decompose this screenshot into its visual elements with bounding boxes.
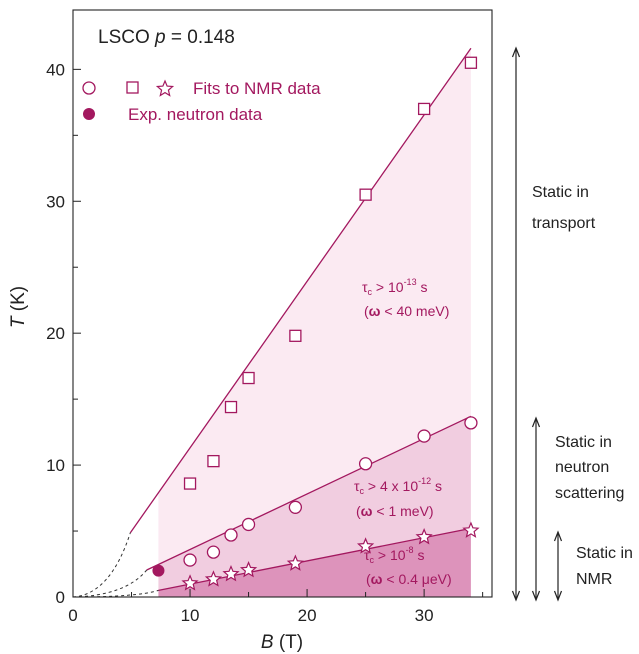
y-tick-label: 0 <box>56 588 65 607</box>
title-prefix: LSCO <box>98 27 155 48</box>
circle-marker <box>358 457 373 471</box>
square-marker <box>207 454 220 468</box>
square-marker <box>464 56 478 69</box>
legend-star-marker <box>155 79 175 97</box>
x-tick-label: 20 <box>298 606 317 625</box>
star-marker <box>462 521 480 538</box>
square-marker <box>289 329 302 342</box>
extrapolation-squares <box>72 532 131 598</box>
circle-marker <box>224 528 238 542</box>
data-points <box>152 56 480 591</box>
circle-marker <box>288 500 303 514</box>
region-label-nmr: Static in NMR <box>576 545 637 588</box>
square-marker <box>224 400 238 414</box>
circle-marker <box>183 553 197 567</box>
arrow-neutron <box>531 416 541 602</box>
annotation-tau-mid: τc > 4 x 10-12 s <box>354 476 442 496</box>
fit-line-circles <box>146 415 472 571</box>
circle-marker <box>241 517 256 532</box>
band-annotations: τc > 10-13 s (ω < 40 meV) τc > 4 x 10-12… <box>354 277 452 587</box>
fit-line-squares <box>129 47 472 534</box>
region-labels: Static in transport Static in neutron sc… <box>532 184 637 588</box>
star-marker <box>286 554 304 571</box>
star-marker <box>415 528 433 545</box>
band-neutron <box>158 416 471 591</box>
star-marker <box>181 574 199 591</box>
region-label-transport: Static in transport <box>532 184 596 232</box>
star-marker <box>222 564 240 582</box>
arrow-transport <box>511 46 521 602</box>
chart-title: LSCO p = 0.148 <box>98 27 235 48</box>
plot-frame <box>72 9 493 598</box>
circle-marker <box>417 429 431 443</box>
square-marker <box>183 477 197 490</box>
annotation-tau-low: τc > 10-8 s <box>364 545 424 565</box>
annotation-omega-top: (ω < 40 meV) <box>364 303 449 319</box>
arrow-head-bottom <box>531 590 541 602</box>
x-tick-label: 0 <box>68 606 77 625</box>
x-tick-label: 10 <box>181 606 200 625</box>
shaded-regions <box>158 48 471 597</box>
star-marker <box>356 537 375 554</box>
arrow-nmr <box>553 530 563 602</box>
extrapolation-circles <box>72 569 148 598</box>
neutron-marker <box>152 564 165 577</box>
annotation-omega-low: (ω < 0.4 μeV) <box>366 571 452 587</box>
y-tick-label: 10 <box>46 456 65 475</box>
arrow-head-bottom <box>553 590 563 602</box>
star-marker <box>239 561 258 578</box>
annotation-omega-mid: (ω < 1 meV) <box>356 503 434 519</box>
legend-nmr-label: Fits to NMR data <box>193 79 321 98</box>
title-variable: p <box>154 27 166 48</box>
legend-square-marker <box>126 81 139 94</box>
legend-neutron-label: Exp. neutron data <box>128 105 263 124</box>
band-nmr <box>158 528 471 597</box>
arrow-head-bottom <box>511 590 521 602</box>
circle-marker <box>464 416 478 430</box>
legend-filled-circle-marker <box>83 108 95 120</box>
static-range-arrows <box>511 46 563 602</box>
arrow-head-top <box>511 46 521 58</box>
y-tick-label: 40 <box>46 60 65 79</box>
annotation-tau-top: τc > 10-13 s <box>362 277 427 297</box>
axes: 0 10 20 30 0 10 20 30 40 <box>46 9 493 625</box>
x-tick-label: 30 <box>415 606 434 625</box>
arrow-head-top <box>553 530 563 542</box>
square-marker <box>359 188 372 201</box>
title-suffix: = 0.148 <box>166 27 235 48</box>
y-tick-label: 20 <box>46 324 65 343</box>
legend-circle-marker <box>82 81 96 95</box>
x-axis-label: B (T) <box>261 632 303 653</box>
legend: Fits to NMR data Exp. neutron data <box>82 79 321 124</box>
star-marker <box>204 570 223 587</box>
square-marker <box>417 102 431 116</box>
square-marker <box>242 371 255 385</box>
circle-marker <box>206 545 221 559</box>
band-transport <box>158 48 471 565</box>
y-tick-label: 30 <box>46 192 65 211</box>
y-axis-label: T (K) <box>8 286 29 328</box>
arrow-head-top <box>531 416 541 428</box>
region-label-neutron: Static in neutron scattering <box>555 434 624 502</box>
